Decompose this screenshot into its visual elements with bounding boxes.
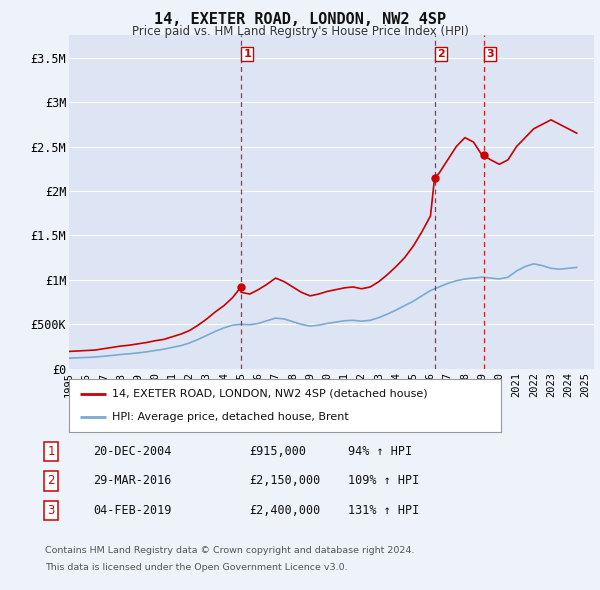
Text: This data is licensed under the Open Government Licence v3.0.: This data is licensed under the Open Gov… xyxy=(45,563,347,572)
Text: 94% ↑ HPI: 94% ↑ HPI xyxy=(348,445,412,458)
Text: 109% ↑ HPI: 109% ↑ HPI xyxy=(348,474,419,487)
Text: HPI: Average price, detached house, Brent: HPI: Average price, detached house, Bren… xyxy=(112,412,349,422)
Text: £2,150,000: £2,150,000 xyxy=(249,474,320,487)
Text: 14, EXETER ROAD, LONDON, NW2 4SP: 14, EXETER ROAD, LONDON, NW2 4SP xyxy=(154,12,446,27)
Text: Contains HM Land Registry data © Crown copyright and database right 2024.: Contains HM Land Registry data © Crown c… xyxy=(45,546,415,555)
Text: 1: 1 xyxy=(243,49,251,59)
Text: £915,000: £915,000 xyxy=(249,445,306,458)
Text: 2: 2 xyxy=(437,49,445,59)
Text: 14, EXETER ROAD, LONDON, NW2 4SP (detached house): 14, EXETER ROAD, LONDON, NW2 4SP (detach… xyxy=(112,389,428,399)
Text: 3: 3 xyxy=(486,49,494,59)
Text: 3: 3 xyxy=(47,504,55,517)
Text: 20-DEC-2004: 20-DEC-2004 xyxy=(93,445,172,458)
Text: Price paid vs. HM Land Registry's House Price Index (HPI): Price paid vs. HM Land Registry's House … xyxy=(131,25,469,38)
Text: 29-MAR-2016: 29-MAR-2016 xyxy=(93,474,172,487)
Text: 04-FEB-2019: 04-FEB-2019 xyxy=(93,504,172,517)
Text: £2,400,000: £2,400,000 xyxy=(249,504,320,517)
Text: 2: 2 xyxy=(47,474,55,487)
Text: 131% ↑ HPI: 131% ↑ HPI xyxy=(348,504,419,517)
Text: 1: 1 xyxy=(47,445,55,458)
